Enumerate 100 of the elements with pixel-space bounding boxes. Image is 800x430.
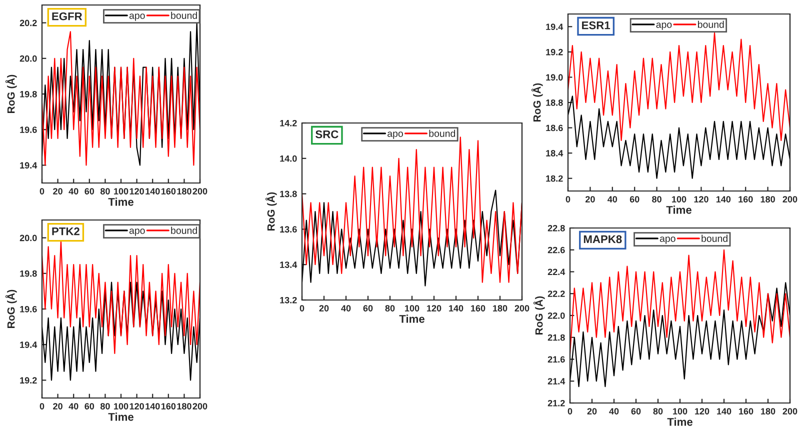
x-tick-label: 140: [146, 188, 160, 194]
x-tick-label: 100: [405, 305, 420, 312]
x-tick-label: 60: [363, 305, 373, 312]
y-tick-label: 21.6: [548, 356, 565, 363]
x-axis-title: Time: [667, 418, 692, 426]
x-tick-label: 200: [514, 305, 530, 312]
y-axis-title: RoG (Å): [265, 192, 277, 230]
legend-label: apo: [660, 236, 676, 244]
y-tick-label: 18.4: [546, 150, 564, 156]
y-tick-label: 21.4: [548, 378, 566, 384]
x-tick-label: 200: [192, 188, 208, 194]
x-tick-label: 0: [300, 305, 304, 312]
x-tick-label: 100: [114, 403, 128, 410]
x-tick-label: 160: [471, 305, 486, 312]
x-tick-label: 60: [84, 188, 94, 194]
x-axis-title: Time: [108, 198, 134, 206]
y-tick-label: 13.6: [280, 226, 297, 233]
line-series: [42, 282, 200, 381]
x-tick-label: 140: [716, 196, 731, 202]
text: SRC: [316, 130, 338, 138]
line-series: [42, 240, 200, 354]
y-tick-label: 19.4: [546, 24, 564, 30]
x-tick-label: 60: [630, 196, 640, 202]
x-tick-label: 0: [40, 403, 44, 410]
x-tick-label: 140: [717, 408, 732, 414]
y-tick-label: 19.0: [546, 74, 563, 81]
x-tick-label: 120: [695, 408, 710, 414]
x-tick-label: 80: [385, 305, 395, 312]
legend-label: apo: [656, 22, 672, 30]
y-tick-label: 19.2: [546, 48, 563, 56]
text: PTK2: [52, 227, 80, 236]
y-tick-label: 14.2: [280, 120, 297, 126]
y-tick-label: 19.2: [20, 377, 37, 384]
legend-label: bound: [698, 20, 724, 28]
legend-label: bound: [702, 234, 728, 242]
y-tick-label: 19.8: [20, 270, 37, 277]
x-tick-label: 20: [319, 305, 329, 312]
x-tick-label: 180: [761, 408, 776, 414]
legend-label: apo: [129, 228, 145, 236]
x-tick-label: 120: [694, 196, 708, 202]
line-series: [568, 96, 790, 179]
y-axis-title: RoG (Å): [533, 296, 545, 334]
x-tick-label: 160: [161, 403, 176, 410]
x-tick-label: 80: [653, 408, 663, 414]
x-tick-label: 120: [427, 305, 442, 312]
x-tick-label: 40: [608, 196, 618, 202]
text: ESR1: [582, 21, 610, 30]
y-tick-label: 18.8: [546, 99, 563, 106]
x-tick-label: 20: [587, 408, 597, 414]
y-tick-label: 20.2: [20, 20, 37, 26]
y-axis-title: RoG (Å): [5, 74, 17, 113]
y-tick-label: 22.8: [548, 224, 565, 232]
y-tick-label: 21.2: [548, 400, 565, 406]
y-tick-label: 22.0: [548, 312, 565, 319]
x-tick-label: 180: [760, 196, 775, 202]
x-tick-label: 40: [68, 188, 78, 194]
y-tick-label: 14.0: [280, 155, 297, 162]
y-tick-label: 13.8: [280, 190, 297, 198]
x-tick-label: 140: [449, 305, 464, 312]
x-tick-label: 100: [114, 188, 128, 194]
y-tick-label: 13.2: [280, 296, 297, 304]
x-tick-label: 160: [738, 196, 753, 202]
x-axis-title: Time: [108, 412, 134, 421]
y-axis-title: RoG (Å): [531, 83, 543, 122]
x-tick-label: 200: [192, 403, 208, 410]
legend-label: apo: [388, 132, 403, 139]
x-tick-label: 20: [53, 188, 62, 194]
x-tick-label: 40: [609, 408, 619, 414]
x-tick-label: 60: [84, 403, 94, 410]
y-tick-label: 19.8: [20, 90, 37, 98]
y-tick-label: 19.4: [20, 162, 38, 169]
legend-label: apo: [129, 14, 145, 21]
y-tick-label: 22.4: [548, 268, 566, 276]
x-tick-label: 200: [782, 408, 798, 414]
y-tick-label: 21.8: [548, 334, 565, 341]
y-tick-label: 19.4: [20, 342, 38, 348]
y-tick-label: 13.4: [280, 262, 298, 268]
y-tick-label: 19.6: [20, 306, 37, 312]
y-tick-label: 18.6: [546, 124, 563, 132]
x-tick-label: 180: [177, 403, 192, 410]
x-tick-label: 80: [100, 403, 110, 410]
x-tick-label: 0: [568, 408, 572, 414]
line-series: [568, 32, 790, 141]
y-tick-label: 19.6: [20, 126, 37, 133]
text: EGFR: [52, 12, 82, 20]
x-tick-label: 20: [53, 403, 62, 410]
x-tick-label: 100: [672, 196, 686, 202]
x-tick-label: 80: [652, 196, 662, 202]
x-tick-label: 120: [130, 403, 144, 410]
x-tick-label: 180: [493, 305, 508, 312]
y-tick-label: 20.0: [20, 55, 37, 62]
y-axis-title: RoG (Å): [5, 290, 17, 328]
x-tick-label: 120: [130, 188, 144, 194]
x-tick-label: 0: [566, 196, 570, 202]
x-tick-label: 200: [782, 196, 798, 202]
x-tick-label: 20: [585, 196, 595, 202]
x-tick-label: 180: [177, 188, 192, 194]
x-tick-label: 100: [673, 408, 688, 414]
x-tick-label: 140: [146, 403, 160, 410]
text: MAPK8: [584, 235, 622, 244]
